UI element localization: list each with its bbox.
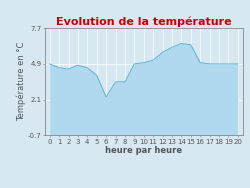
X-axis label: heure par heure: heure par heure (105, 146, 182, 155)
Y-axis label: Température en °C: Température en °C (17, 42, 26, 121)
Title: Evolution de la température: Evolution de la température (56, 17, 232, 27)
